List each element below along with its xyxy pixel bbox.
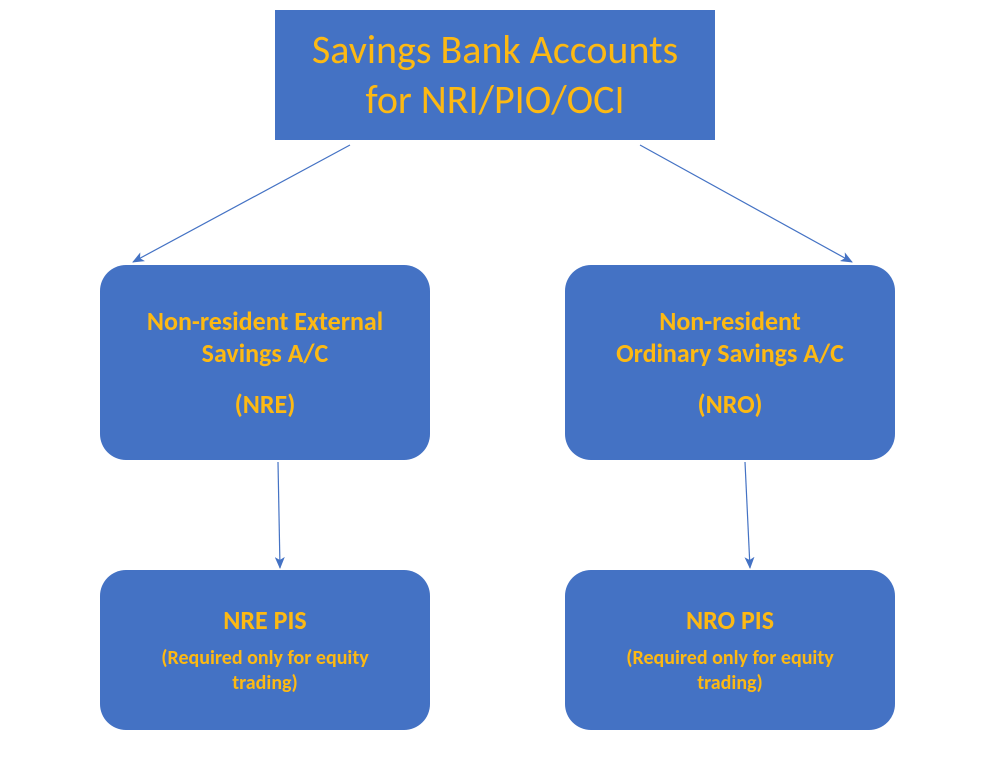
nro-pis-sub1: (Required only for equity [626,646,834,671]
edge-root-to-nre [133,145,350,262]
root-node: Savings Bank Accounts for NRI/PIO/OCI [275,10,715,140]
root-line2: for NRI/PIO/OCI [365,75,624,125]
nre-pis-node: NRE PIS (Required only for equity tradin… [100,570,430,730]
edge-nro-to-nro_pis [745,462,750,568]
nro-line1: Non-resident [659,305,801,338]
nro-pis-sub2: trading) [697,671,763,696]
nro-pis-title: NRO PIS [686,604,774,637]
edge-nre-to-nre_pis [278,462,280,568]
nre-line2: Savings A/C [202,337,329,370]
nro-node: Non-resident Ordinary Savings A/C (NRO) [565,265,895,460]
nre-line1: Non-resident External [147,305,383,338]
nro-pis-node: NRO PIS (Required only for equity tradin… [565,570,895,730]
root-line1: Savings Bank Accounts [312,25,678,75]
nro-line3: (NRO) [698,388,763,421]
nre-pis-sub2: trading) [232,671,298,696]
edge-root-to-nro [640,145,852,262]
nro-line2: Ordinary Savings A/C [616,337,844,370]
nre-node: Non-resident External Savings A/C (NRE) [100,265,430,460]
nre-pis-sub1: (Required only for equity [161,646,369,671]
nre-line3: (NRE) [235,388,296,421]
nre-pis-title: NRE PIS [223,604,306,637]
